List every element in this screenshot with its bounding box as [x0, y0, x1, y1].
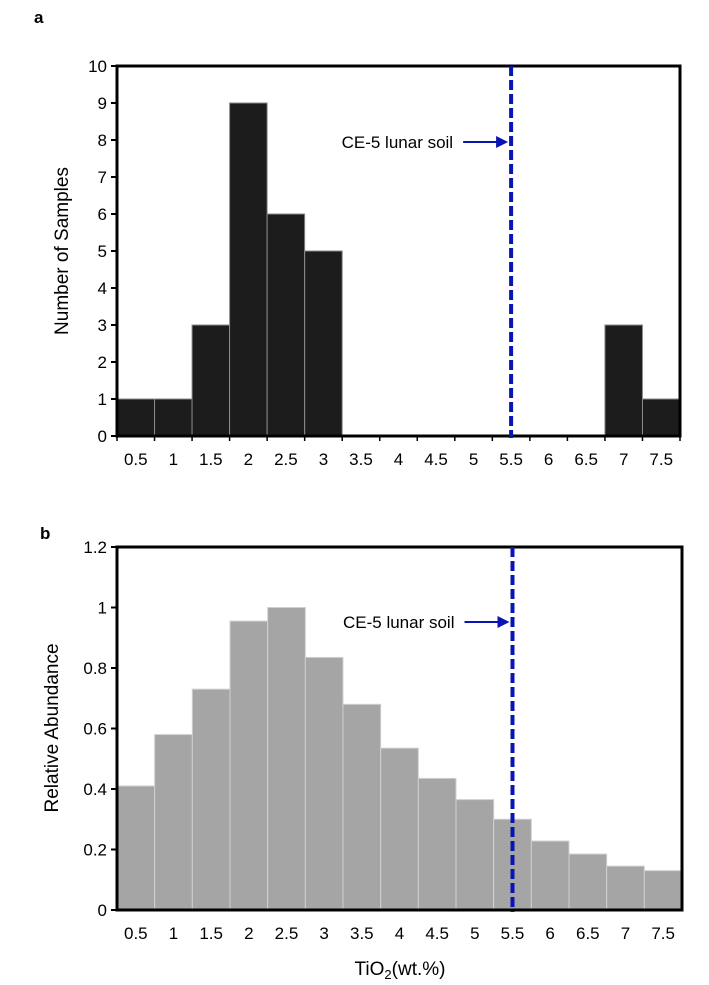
reference-label: CE-5 lunar soil: [343, 613, 455, 632]
x-tick-label: 1: [169, 924, 178, 943]
panel-b-x-axis-title: TiO2(wt.%): [355, 959, 446, 982]
x-tick-label: 2: [244, 924, 253, 943]
panel-a-label: a: [34, 8, 44, 27]
x-tick-label: 2.5: [275, 924, 299, 943]
y-tick-label: 10: [88, 57, 107, 76]
bar-2: [229, 620, 269, 911]
y-tick-label: 7: [98, 168, 107, 187]
x-tick-label: 6.5: [576, 924, 600, 943]
x-tick-label: 4: [395, 924, 404, 943]
y-tick-label: 8: [98, 131, 107, 150]
y-tick-label: 0.6: [83, 720, 107, 739]
bar-3: [304, 250, 343, 437]
bar-7.5: [643, 870, 683, 911]
bar-0.5: [116, 785, 156, 911]
panel-b-y-ticks: 0 0.2 0.4 0.6 0.8 1 1.2: [83, 538, 117, 920]
x-tick-label: 4: [394, 450, 403, 469]
y-tick-label: 1: [98, 390, 107, 409]
bar-2: [229, 102, 268, 437]
y-tick-label: 6: [98, 205, 107, 224]
bar-6: [530, 840, 570, 911]
bar-1: [154, 734, 193, 911]
x-tick-label: 4.5: [424, 450, 448, 469]
panel-a-y-ticks: 0 1 2 3 4 5 6 7 8 9 10: [88, 57, 117, 446]
y-tick-label: 2: [98, 353, 107, 372]
x-tick-label: 6: [545, 924, 554, 943]
x-tick-label: 0.5: [124, 450, 148, 469]
x-tick-label: 5: [470, 924, 479, 943]
bar-1: [154, 398, 193, 437]
x-tick-label: 7.5: [649, 450, 673, 469]
panel-a-reference: CE-5 lunar soil: [342, 66, 514, 438]
y-tick-label: 0: [98, 901, 107, 920]
arrow-icon: [497, 616, 510, 628]
y-tick-label: 3: [98, 316, 107, 335]
x-tick-label: 3.5: [349, 450, 373, 469]
x-tick-label: 2.5: [274, 450, 298, 469]
panel-b-x-ticks: 0.5 1 1.5 2 2.5 3 3.5 4 4.5 5 5.5 6 6.5 7 7.5: [124, 924, 675, 943]
bar-4.5: [417, 777, 457, 911]
panel-a-x-ticks: 0.5 1 1.5 2 2.5 3 3.5 4 4.5 5 5.5 6 6.5 7 7.5: [116, 436, 681, 469]
x-tick-label: 7: [621, 924, 630, 943]
x-tick-label: 5.5: [499, 450, 523, 469]
bar-6.5: [568, 853, 608, 911]
bar-2.5: [266, 213, 306, 437]
x-tick-label: 6: [544, 450, 553, 469]
x-tick-label: 3: [319, 450, 328, 469]
x-tick-label: 5: [469, 450, 478, 469]
bar-0.5: [116, 398, 156, 437]
x-tick-label: 3: [319, 924, 328, 943]
x-title-rest: (wt.%): [392, 959, 446, 980]
y-tick-label: 1.2: [83, 538, 107, 557]
y-tick-label: 9: [98, 94, 107, 113]
y-tick-label: 0.8: [83, 659, 107, 678]
bar-7.5: [641, 398, 681, 437]
x-title-sub: 2: [384, 967, 391, 982]
y-tick-label: 5: [98, 242, 107, 261]
x-tick-label: 1.5: [199, 924, 223, 943]
y-tick-label: 0.4: [83, 780, 107, 799]
panel-a-y-axis-title: Number of Samples: [52, 167, 73, 335]
x-tick-label: 6.5: [574, 450, 598, 469]
y-tick-label: 4: [98, 279, 107, 298]
panel-a: a 0 1 2 3 4 5 6 7 8 9 10 0.5 1 1.5 2 2.5 3 3.5 4 4.5 5 5.5 6 6…: [34, 8, 682, 469]
panel-a-bars: [116, 102, 681, 437]
bar-1.5: [191, 324, 231, 437]
x-tick-label: 0.5: [124, 924, 148, 943]
panel-b: b 0 0.2 0.4 0.6 0.8 1 1.2 0.5 1 1.5 2 2.5 3 3.5 4 4.5 5…: [40, 524, 684, 982]
y-tick-label: 0.2: [83, 841, 107, 860]
panel-b-y-axis-title: Relative Abundance: [42, 643, 63, 812]
panel-b-label: b: [40, 524, 50, 543]
y-tick-label: 0: [98, 427, 107, 446]
x-tick-label: 1.5: [199, 450, 223, 469]
bar-5: [455, 799, 495, 911]
x-tick-label: 3.5: [350, 924, 374, 943]
x-title-main: TiO: [355, 959, 385, 980]
bar-3.5: [342, 703, 382, 911]
x-tick-label: 7.5: [651, 924, 675, 943]
panel-b-reference: CE-5 lunar soil: [343, 547, 515, 912]
bar-1.5: [191, 688, 231, 911]
arrow-icon: [496, 136, 509, 148]
x-tick-label: 7: [619, 450, 628, 469]
x-tick-label: 2: [244, 450, 253, 469]
bar-7: [604, 324, 643, 437]
bar-4: [380, 747, 419, 911]
bar-7: [606, 865, 645, 911]
x-tick-label: 4.5: [425, 924, 449, 943]
panel-b-bars: [116, 607, 683, 911]
bar-2.5: [267, 607, 306, 911]
y-tick-label: 1: [98, 599, 107, 618]
x-tick-label: 1: [169, 450, 178, 469]
x-tick-label: 5.5: [501, 924, 525, 943]
reference-label: CE-5 lunar soil: [342, 133, 454, 152]
bar-3: [304, 656, 344, 911]
